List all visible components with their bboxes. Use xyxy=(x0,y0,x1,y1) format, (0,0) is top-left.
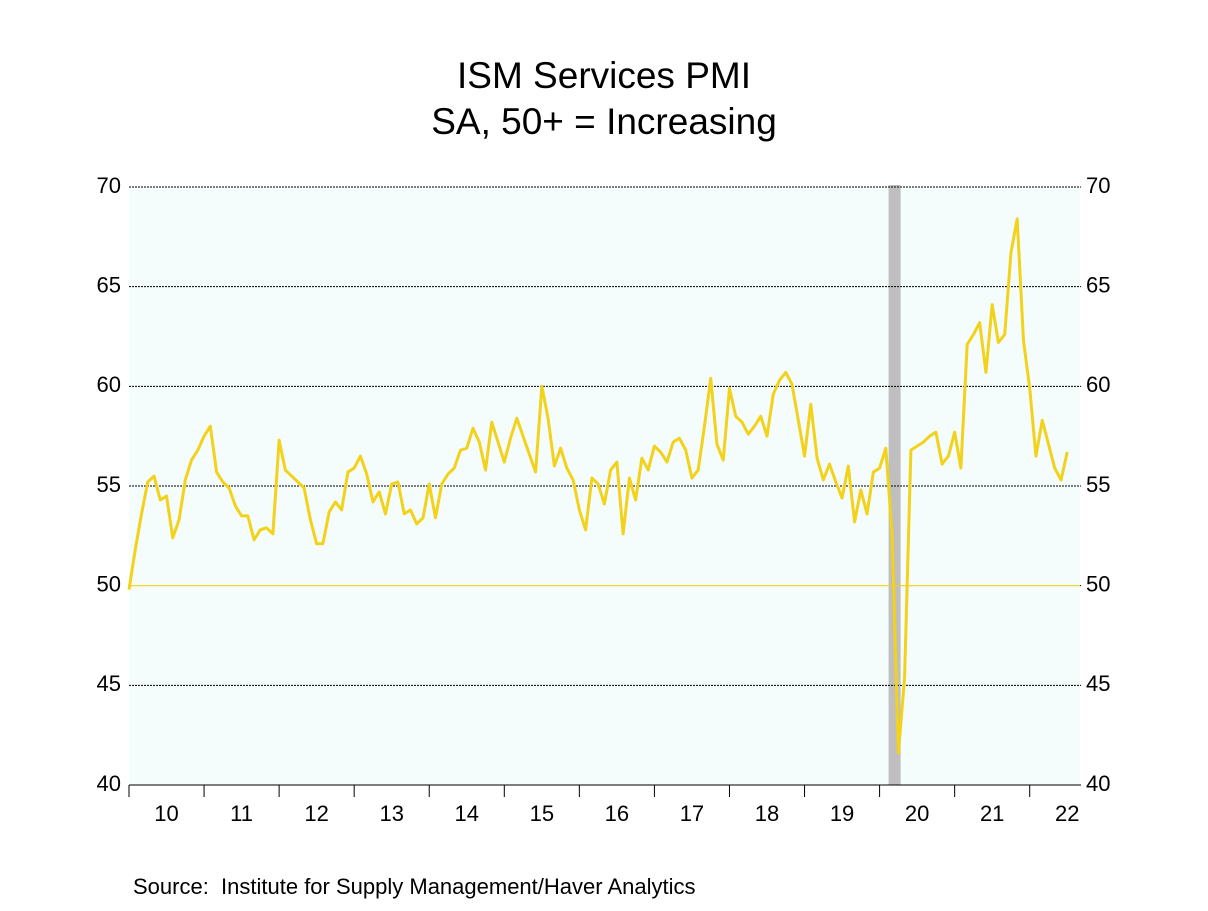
x-tick-label: 17 xyxy=(680,801,704,826)
y-tick-label: 70 xyxy=(97,173,121,198)
x-tick-label: 19 xyxy=(830,801,854,826)
source-note: Source: Institute for Supply Management/… xyxy=(133,874,696,899)
x-tick-label: 10 xyxy=(154,801,178,826)
y-tick-label: 40 xyxy=(97,771,121,796)
x-tick-label: 22 xyxy=(1055,801,1079,826)
y2-tick-label: 65 xyxy=(1086,272,1110,297)
y2-tick-label: 60 xyxy=(1086,372,1110,397)
y-tick-label: 60 xyxy=(97,372,121,397)
y-tick-label: 45 xyxy=(97,671,121,696)
x-tick-label: 20 xyxy=(905,801,929,826)
y2-tick-label: 50 xyxy=(1086,571,1110,596)
y-tick-label: 65 xyxy=(97,272,121,297)
x-tick-label: 12 xyxy=(304,801,328,826)
chart-subtitle: SA, 50+ = Increasing xyxy=(431,101,777,142)
x-tick-label: 21 xyxy=(980,801,1004,826)
recession-shading xyxy=(888,185,901,785)
y-tick-label: 55 xyxy=(97,472,121,497)
x-tick-label: 11 xyxy=(230,801,253,826)
x-tick-label: 15 xyxy=(530,801,554,826)
x-tick-label: 13 xyxy=(379,801,403,826)
y2-tick-label: 45 xyxy=(1086,671,1110,696)
chart-title: ISM Services PMI xyxy=(457,55,751,96)
x-tick-label: 16 xyxy=(605,801,629,826)
x-tick-label: 14 xyxy=(455,801,479,826)
y-tick-label: 50 xyxy=(97,571,121,596)
y2-tick-label: 55 xyxy=(1086,472,1110,497)
y2-tick-label: 40 xyxy=(1086,771,1110,796)
y2-tick-label: 70 xyxy=(1086,173,1110,198)
data-line xyxy=(127,217,1069,755)
x-tick-label: 18 xyxy=(755,801,779,826)
